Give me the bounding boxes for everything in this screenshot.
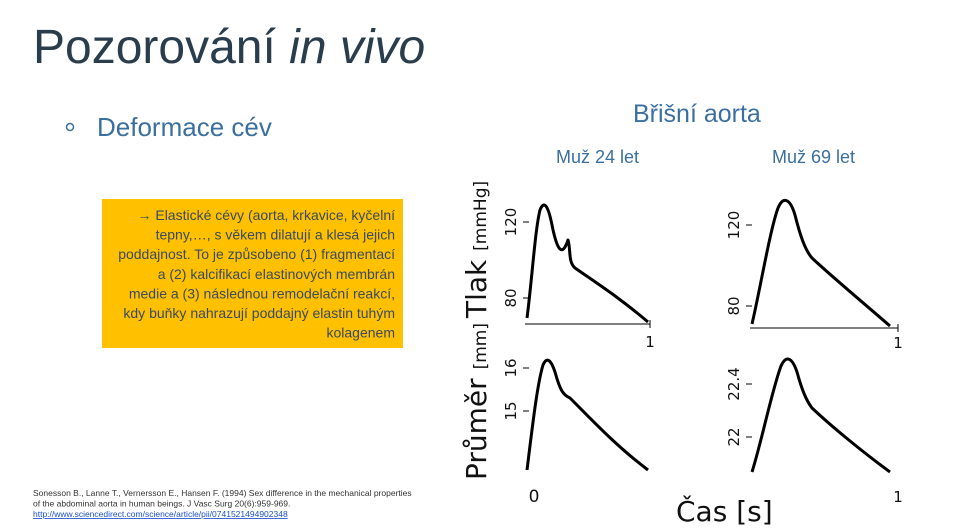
callout-line: medie a (3) následnou remodelační reakcí… [129,285,395,301]
pressure-axis-unit: [mmHg] [471,181,491,251]
tick-label: 120 [502,208,520,237]
reference-line: Sonesson B., Lanne T., Vernersson E., Ha… [33,488,412,498]
right-label: Muž 69 let [772,147,855,167]
left-label: Muž 24 let [556,147,639,167]
figure: Tlak [mmHg] Průměr [mm] Čas [s] 120 80 1… [460,181,903,528]
diameter-waveform-young [525,358,649,472]
diameter-axis: Průměr [mm] [460,323,493,480]
tick-label: 1 [893,488,903,506]
tick-label: 0 [529,487,540,507]
pressure-waveform-old [750,198,891,328]
figure-heading: Břišní aorta [633,100,761,128]
time-axis-unit: [s] [736,495,772,528]
diameter-axis-name: Průměr [460,378,493,480]
callout-line: → Elastické cévy (aorta, krkavice, kyčel… [137,207,395,223]
pressure-axis: Tlak [mmHg] [460,181,493,319]
tick-label: 1 [893,334,903,352]
tick-label: 80 [502,288,520,307]
callout-line: tepny,…, s věkem dilatují a klesá jejich [156,227,395,243]
tick-label: 22 [725,427,743,446]
pressure-axis-name: Tlak [460,259,493,319]
title: Pozorování in vivo [33,21,425,74]
tick-label: 16 [502,358,520,377]
callout-line: poddajnost. To je způsobeno (1) fragment… [118,246,395,262]
diameter-waveform-old [750,357,891,474]
tick-label: 120 [725,211,743,240]
callout-line: kdy buňky nahrazují poddajný elastin tuh… [123,305,395,321]
callout-line: kolagenem [327,325,396,341]
reference: Sonesson B., Lanne T., Vernersson E., Ha… [33,488,412,519]
time-axis: Čas [s] [676,494,773,528]
diameter-axis-unit: [mm] [471,323,491,369]
tick-label: 80 [725,296,743,315]
tick-labels: 120 80 1 16 15 120 80 1 22.4 22 0 1 [502,208,903,507]
tick-label: 22.4 [725,367,743,400]
reference-line: of the abdominal aorta in human beings. … [33,499,290,509]
callout-line: a (2) kalcifikací elastinových membrán [158,266,395,282]
callout-text: → Elastické cévy (aorta, krkavice, kyčel… [118,207,395,341]
time-axis-name: Čas [676,494,727,528]
callout-box [102,199,403,348]
bullet-mark [65,122,75,132]
reference-link[interactable]: http://www.sciencedirect.com/science/art… [33,509,288,519]
tick-label: 1 [645,333,655,351]
bullet-text: Deformace cév [97,112,272,142]
axis-ticks [523,221,899,438]
pressure-waveform-young [525,203,649,324]
tick-label: 15 [502,401,520,420]
title-main: Pozorování [33,21,276,74]
title-italic: in vivo [289,21,425,74]
